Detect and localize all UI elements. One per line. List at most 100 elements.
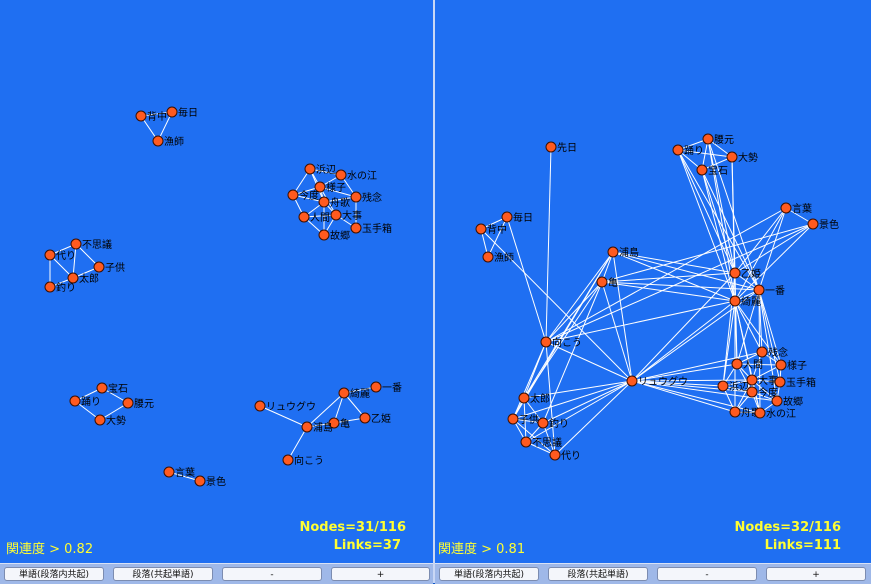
- graph-node[interactable]: 言葉: [163, 466, 195, 479]
- graph-node[interactable]: 腰元: [702, 133, 734, 146]
- graph-node[interactable]: リュウグウ: [626, 375, 688, 388]
- node-dot[interactable]: [67, 272, 79, 284]
- node-dot[interactable]: [746, 374, 758, 386]
- graph-node[interactable]: 様子: [314, 181, 346, 194]
- word-cooccurrence-button[interactable]: 単語(段落内共起): [439, 567, 539, 581]
- node-dot[interactable]: [626, 375, 638, 387]
- node-dot[interactable]: [93, 261, 105, 273]
- graph-node[interactable]: 残念: [350, 191, 382, 204]
- zoom-out-button[interactable]: -: [657, 567, 757, 581]
- node-dot[interactable]: [754, 407, 766, 419]
- graph-node[interactable]: リュウグウ: [254, 400, 316, 413]
- graph-node[interactable]: 玉手箱: [774, 376, 816, 389]
- graph-node[interactable]: 背中: [135, 110, 167, 123]
- graph-node[interactable]: 今度: [746, 386, 778, 399]
- graph-node[interactable]: 宝石: [96, 382, 128, 395]
- node-dot[interactable]: [729, 295, 741, 307]
- node-dot[interactable]: [729, 267, 741, 279]
- node-dot[interactable]: [287, 189, 299, 201]
- node-dot[interactable]: [304, 163, 316, 175]
- node-dot[interactable]: [475, 223, 487, 235]
- graph-panel-left[interactable]: 背中 毎日 漁師 浜辺 水の江 様子 今度 舟歌 残念 人間 大事 玉手箱 故郷 不思議 代り 子供 太郎 釣り宝…: [0, 0, 433, 584]
- graph-node[interactable]: 乙姫: [359, 412, 391, 425]
- graph-node[interactable]: 様子: [775, 359, 807, 372]
- node-dot[interactable]: [771, 395, 783, 407]
- graph-node[interactable]: 漁師: [152, 135, 184, 148]
- graph-node[interactable]: 子供: [507, 413, 539, 426]
- node-dot[interactable]: [335, 169, 347, 181]
- graph-node[interactable]: 浜辺: [304, 163, 336, 176]
- graph-node[interactable]: 不思議: [70, 238, 112, 251]
- graph-node[interactable]: 亀: [596, 276, 618, 289]
- node-dot[interactable]: [301, 421, 313, 433]
- graph-node[interactable]: 踊り: [672, 144, 704, 157]
- node-dot[interactable]: [746, 386, 758, 398]
- node-dot[interactable]: [549, 449, 561, 461]
- graph-node[interactable]: 人間: [731, 358, 763, 371]
- graph-node[interactable]: 子供: [93, 261, 125, 274]
- node-dot[interactable]: [696, 164, 708, 176]
- node-dot[interactable]: [194, 475, 206, 487]
- graph-node[interactable]: 代り: [549, 449, 581, 462]
- graph-node[interactable]: 向こう: [282, 454, 324, 467]
- graph-node[interactable]: 景色: [194, 475, 226, 488]
- word-cooccurrence-button[interactable]: 単語(段落内共起): [4, 567, 104, 581]
- node-dot[interactable]: [370, 381, 382, 393]
- node-dot[interactable]: [540, 336, 552, 348]
- node-dot[interactable]: [330, 209, 342, 221]
- node-dot[interactable]: [318, 229, 330, 241]
- graph-node[interactable]: 腰元: [122, 397, 154, 410]
- node-dot[interactable]: [350, 222, 362, 234]
- graph-node[interactable]: 故郷: [771, 395, 803, 408]
- node-dot[interactable]: [298, 211, 310, 223]
- graph-node[interactable]: 毎日: [501, 211, 533, 224]
- node-dot[interactable]: [518, 392, 530, 404]
- node-dot[interactable]: [729, 406, 741, 418]
- graph-panel-right[interactable]: 先日 毎日 背中 漁師 腰元 踊り 大勢 宝石 言葉 景色 浦島亀 乙姫 一番 綺麗 向こう リュウグウ 残念人…: [435, 0, 871, 584]
- graph-node[interactable]: 人間: [298, 211, 330, 224]
- graph-node[interactable]: 向こう: [540, 336, 582, 349]
- node-dot[interactable]: [596, 276, 608, 288]
- graph-node[interactable]: 言葉: [780, 202, 812, 215]
- node-dot[interactable]: [314, 181, 326, 193]
- node-dot[interactable]: [359, 412, 371, 424]
- node-dot[interactable]: [753, 284, 765, 296]
- node-dot[interactable]: [545, 141, 557, 153]
- node-dot[interactable]: [780, 202, 792, 214]
- node-dot[interactable]: [135, 110, 147, 122]
- graph-node[interactable]: 水の江: [335, 169, 377, 182]
- node-dot[interactable]: [163, 466, 175, 478]
- node-dot[interactable]: [282, 454, 294, 466]
- graph-node[interactable]: 不思議: [520, 436, 562, 449]
- graph-node[interactable]: 残念: [756, 346, 788, 359]
- node-dot[interactable]: [152, 135, 164, 147]
- graph-node[interactable]: 太郎: [518, 392, 550, 405]
- node-dot[interactable]: [350, 191, 362, 203]
- node-dot[interactable]: [69, 395, 81, 407]
- node-dot[interactable]: [717, 380, 729, 392]
- graph-node[interactable]: 浜辺: [717, 380, 749, 393]
- node-dot[interactable]: [537, 417, 549, 429]
- graph-node[interactable]: 亀: [328, 417, 350, 430]
- zoom-out-button[interactable]: -: [222, 567, 322, 581]
- zoom-in-button[interactable]: +: [766, 567, 866, 581]
- graph-node[interactable]: 大勢: [94, 414, 126, 427]
- graph-node[interactable]: 踊り: [69, 395, 101, 408]
- node-dot[interactable]: [318, 196, 330, 208]
- node-dot[interactable]: [96, 382, 108, 394]
- node-dot[interactable]: [44, 249, 56, 261]
- graph-node[interactable]: 宝石: [696, 164, 728, 177]
- node-dot[interactable]: [338, 387, 350, 399]
- graph-node[interactable]: 綺麗: [338, 387, 370, 400]
- graph-node[interactable]: 先日: [545, 141, 577, 154]
- graph-node[interactable]: 玉手箱: [350, 222, 392, 235]
- node-dot[interactable]: [756, 346, 768, 358]
- node-dot[interactable]: [807, 218, 819, 230]
- node-dot[interactable]: [44, 281, 56, 293]
- node-dot[interactable]: [774, 376, 786, 388]
- graph-node[interactable]: 大事: [330, 209, 362, 222]
- paragraph-button[interactable]: 段落(共起単語): [113, 567, 213, 581]
- node-dot[interactable]: [166, 106, 178, 118]
- graph-node[interactable]: 太郎: [67, 272, 99, 285]
